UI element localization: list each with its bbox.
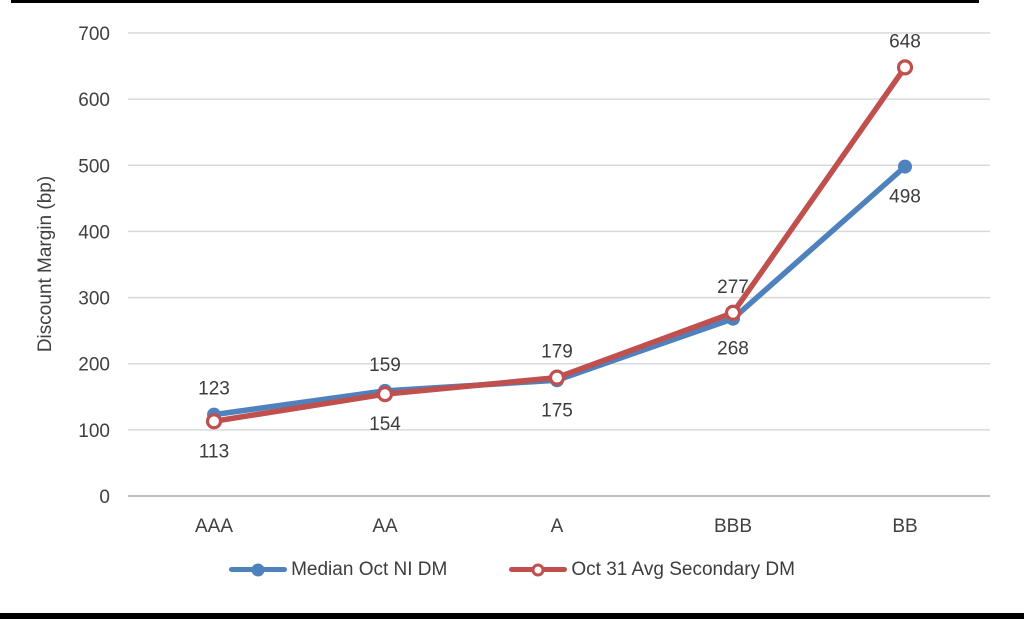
y-axis-title: Discount Margin (bp) xyxy=(35,176,56,352)
y-tick-label: 0 xyxy=(99,487,110,508)
x-category-label: AA xyxy=(372,516,398,537)
data-label: 123 xyxy=(198,379,230,400)
y-tick-label: 700 xyxy=(78,24,110,45)
data-label: 113 xyxy=(199,441,229,462)
legend-line-filled-marker-icon xyxy=(229,563,288,576)
open-circle-marker-icon xyxy=(531,563,545,576)
data-point-open xyxy=(724,304,742,321)
data-label: 498 xyxy=(889,187,921,208)
legend-label-oct31-avg-secondary-dm: Oct 31 Avg Secondary DM xyxy=(571,559,795,580)
y-tick-label: 600 xyxy=(78,90,110,111)
figure-top-border xyxy=(11,0,979,3)
x-category-label: AAA xyxy=(195,516,233,537)
x-category-label: BBB xyxy=(714,516,752,537)
y-tick-label: 200 xyxy=(78,355,110,376)
filled-circle-marker-icon xyxy=(251,563,265,576)
legend-line-open-marker-icon xyxy=(509,563,568,576)
data-label: 268 xyxy=(717,339,749,360)
data-label: 154 xyxy=(369,414,401,435)
data-label: 648 xyxy=(889,31,921,52)
x-category-label: A xyxy=(551,516,564,537)
x-category-label: BB xyxy=(892,516,917,537)
data-label: 159 xyxy=(369,355,401,376)
data-point-open xyxy=(548,369,566,386)
data-point-open xyxy=(205,413,223,430)
data-point-open xyxy=(376,386,394,403)
data-point-open xyxy=(896,59,914,76)
legend-label-median-oct-ni-dm: Median Oct NI DM xyxy=(291,559,448,580)
figure-bottom-border xyxy=(0,613,1024,619)
legend-item-oct31-avg-secondary-dm: Oct 31 Avg Secondary DM xyxy=(509,560,795,579)
legend-item-median-oct-ni-dm: Median Oct NI DM xyxy=(229,560,447,579)
data-point-filled xyxy=(898,159,912,174)
y-tick-label: 500 xyxy=(78,156,110,177)
data-label: 277 xyxy=(717,277,749,298)
chart-legend: Median Oct NI DM Oct 31 Avg Secondary DM xyxy=(0,560,1024,579)
series-line-1 xyxy=(211,64,908,425)
y-tick-label: 100 xyxy=(78,421,110,442)
y-tick-label: 300 xyxy=(78,289,110,310)
y-tick-label: 400 xyxy=(78,222,110,243)
data-label: 175 xyxy=(541,400,573,421)
data-label: 179 xyxy=(541,342,573,363)
